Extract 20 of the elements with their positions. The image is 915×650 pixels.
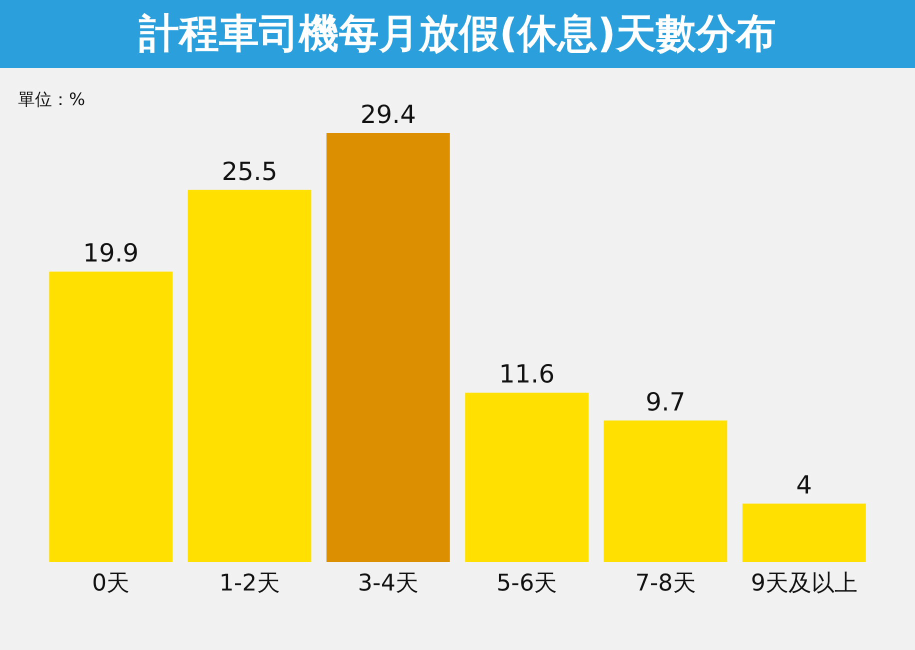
bar	[742, 504, 866, 562]
data-label: 19.9	[83, 238, 139, 268]
x-tick-label: 0天	[92, 570, 130, 596]
x-tick-label: 9天及以上	[750, 570, 858, 596]
chart-title: 計程車司機每月放假(休息)天數分布	[0, 0, 915, 68]
x-tick-label: 5-6天	[496, 570, 558, 596]
bar	[188, 190, 312, 562]
data-label: 4	[796, 470, 812, 500]
chart-subtitle: 單位：%	[18, 89, 86, 111]
bar	[326, 133, 450, 562]
data-label: 11.6	[498, 360, 555, 389]
x-tick-label: 7-8天	[635, 570, 696, 596]
bar	[49, 272, 173, 562]
bar	[465, 392, 589, 562]
data-label: 29.4	[360, 100, 416, 129]
data-label: 25.5	[222, 156, 278, 186]
data-label: 9.7	[646, 387, 686, 416]
bar	[604, 420, 728, 562]
x-tick-label: 1-2天	[219, 570, 280, 596]
x-tick-label: 3-4天	[358, 570, 418, 596]
